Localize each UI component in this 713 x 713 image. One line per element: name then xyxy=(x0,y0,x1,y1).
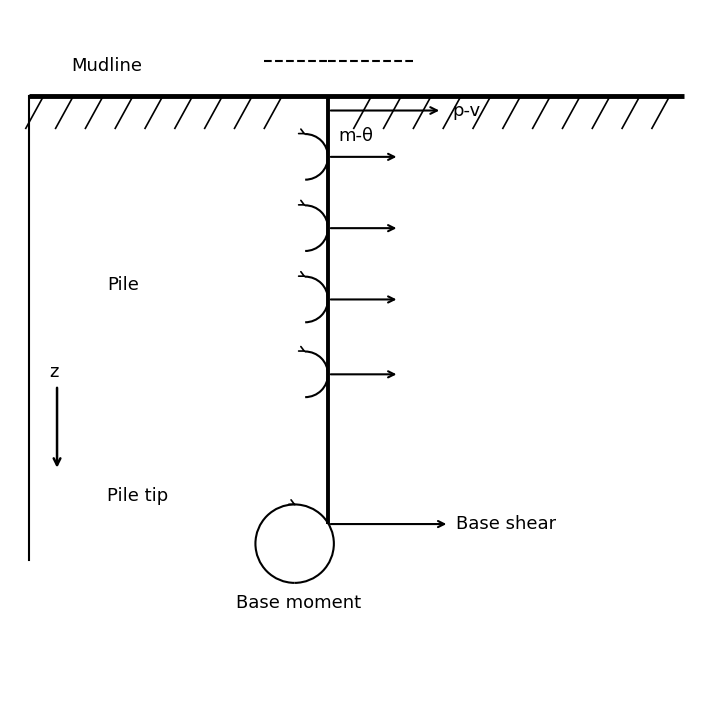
Text: Pile: Pile xyxy=(107,276,139,294)
Text: p-v: p-v xyxy=(453,101,481,120)
Text: Base moment: Base moment xyxy=(236,593,361,612)
Text: Pile tip: Pile tip xyxy=(107,486,168,505)
Text: z: z xyxy=(48,364,58,381)
Text: Base shear: Base shear xyxy=(456,515,556,533)
Text: Mudline: Mudline xyxy=(71,57,143,75)
Text: m-θ: m-θ xyxy=(339,128,374,145)
